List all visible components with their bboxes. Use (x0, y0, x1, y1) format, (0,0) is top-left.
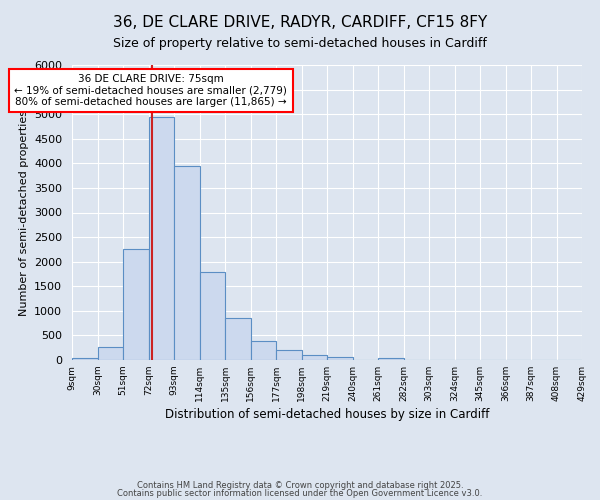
Bar (251, 341, 276, 360)
Bar (276, 350, 302, 360)
Bar (225, 318, 251, 360)
Text: Contains public sector information licensed under the Open Government Licence v3: Contains public sector information licen… (118, 489, 482, 498)
Text: Contains HM Land Registry data © Crown copyright and database right 2025.: Contains HM Land Registry data © Crown c… (137, 480, 463, 490)
Bar (378, 358, 404, 360)
Bar (199, 272, 225, 360)
Bar (72, 358, 97, 360)
Text: 36, DE CLARE DRIVE, RADYR, CARDIFF, CF15 8FY: 36, DE CLARE DRIVE, RADYR, CARDIFF, CF15… (113, 15, 487, 30)
Bar (174, 166, 199, 360)
Text: Size of property relative to semi-detached houses in Cardiff: Size of property relative to semi-detach… (113, 38, 487, 51)
Bar (302, 355, 327, 360)
Bar (149, 116, 174, 360)
Y-axis label: Number of semi-detached properties: Number of semi-detached properties (19, 110, 29, 316)
X-axis label: Distribution of semi-detached houses by size in Cardiff: Distribution of semi-detached houses by … (165, 408, 489, 421)
Text: 36 DE CLARE DRIVE: 75sqm
← 19% of semi-detached houses are smaller (2,779)
80% o: 36 DE CLARE DRIVE: 75sqm ← 19% of semi-d… (14, 74, 287, 107)
Bar (327, 357, 353, 360)
Bar (123, 250, 149, 360)
Bar (97, 348, 123, 360)
